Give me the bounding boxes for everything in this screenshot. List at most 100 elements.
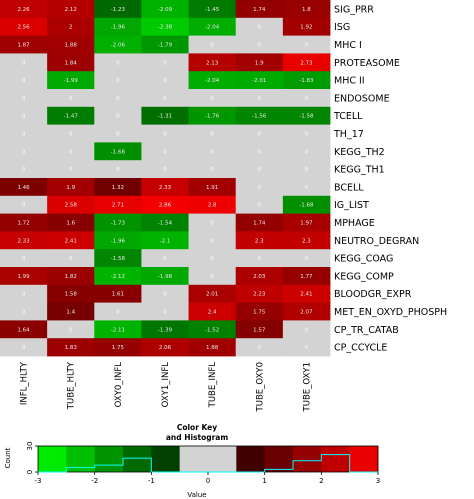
cell-value-label: 1.74 — [253, 7, 266, 13]
cell-value-label: -2.04 — [205, 25, 220, 31]
heatmap-cell — [141, 160, 189, 179]
color-key-tick-label: 2 — [319, 477, 323, 485]
color-key-ytick-label: 30 — [26, 442, 34, 451]
column-label: TUBE_HLTY — [67, 361, 77, 410]
heatmap-cell — [141, 35, 189, 54]
color-key-swatch — [38, 446, 67, 472]
cell-value-label: 1.46 — [17, 185, 30, 191]
heatmap-cell — [47, 178, 95, 197]
cell-value-label: 0 — [305, 96, 309, 102]
cell-value-label: 1.57 — [253, 327, 266, 333]
cell-value-label: 0 — [305, 327, 309, 333]
heatmap-cell — [47, 338, 95, 357]
cell-value-label: 0 — [116, 114, 120, 120]
heatmap-cell — [47, 320, 95, 339]
heatmap-cell — [282, 302, 331, 321]
cell-value-label: -1.68 — [111, 149, 126, 155]
cell-value-label: 2.41 — [300, 292, 312, 298]
cell-value-label: 1.9 — [255, 60, 264, 66]
heatmap-cell — [235, 338, 284, 357]
heatmap-cell — [0, 320, 48, 339]
cell-value-label: 0 — [210, 238, 214, 244]
cell-value-label: 1.92 — [300, 25, 312, 31]
cell-value-label: 0 — [305, 149, 309, 155]
heatmap-cell — [94, 320, 142, 339]
cell-value-label: 0 — [116, 132, 120, 138]
heatmap-cell — [188, 0, 237, 19]
row-label: MPHAGE — [334, 218, 375, 229]
color-key-tick-label: -1 — [148, 477, 155, 485]
cell-value-label: -1.96 — [111, 238, 126, 244]
heatmap-cell — [235, 89, 284, 108]
heatmap-cell — [282, 0, 331, 19]
heatmap-cell — [47, 302, 95, 321]
cell-value-label: 2.3 — [255, 238, 264, 244]
cell-value-label: 0 — [69, 167, 73, 173]
cell-value-label: 0 — [163, 60, 167, 66]
heatmap-cell — [0, 338, 48, 357]
heatmap-cell — [0, 35, 48, 54]
heatmap-cell — [282, 284, 331, 303]
cell-value-label: 0 — [69, 256, 73, 262]
heatmap-cell — [235, 142, 284, 161]
cell-value-label: -1.58 — [299, 114, 314, 120]
cell-value-label: 0 — [210, 132, 214, 138]
cell-value-label: 2.58 — [65, 203, 78, 209]
heatmap-cell — [282, 249, 331, 268]
cell-value-label: -1.76 — [205, 114, 220, 120]
cell-value-label: 0 — [163, 292, 167, 298]
cell-value-label: 1.84 — [65, 60, 78, 66]
heatmap-cell — [47, 249, 95, 268]
row-label: KEGG_TH2 — [334, 147, 385, 158]
cell-value-label: 0 — [258, 132, 262, 138]
heatmap-cell — [141, 178, 189, 197]
heatmap-cell — [94, 89, 142, 108]
heatmap-cell — [282, 89, 331, 108]
cell-value-label: 2.33 — [17, 238, 30, 244]
cell-value-label: 0 — [22, 203, 26, 209]
row-label: PROTEASOME — [334, 58, 400, 69]
heatmap-cell — [188, 302, 237, 321]
heatmap-cell — [94, 17, 142, 36]
row-label: KEGG_COMP — [334, 271, 394, 282]
color-key-subtitle: and Histogram — [166, 433, 229, 442]
cell-value-label: 2.07 — [300, 310, 313, 316]
heatmap-cell — [141, 124, 189, 143]
heatmap-cell — [47, 106, 95, 125]
heatmap-cell — [235, 284, 284, 303]
cell-value-label: 0 — [22, 345, 26, 351]
cell-value-label: -1.58 — [111, 256, 126, 262]
heatmap-cell — [282, 71, 331, 90]
cell-value-label: 0 — [163, 256, 167, 262]
heatmap-cell — [94, 267, 142, 286]
cell-value-label: 0 — [210, 149, 214, 155]
cell-value-label: 0 — [116, 60, 120, 66]
cell-value-label: 0 — [22, 292, 26, 298]
heatmap-cell — [141, 71, 189, 90]
heatmap-cell — [282, 142, 331, 161]
cell-value-label: 1.75 — [112, 345, 125, 351]
cell-value-label: 1.74 — [253, 221, 266, 227]
heatmap-cell — [141, 249, 189, 268]
color-key-swatch — [293, 446, 322, 472]
cell-value-label: 0 — [22, 114, 26, 120]
heatmap-cell — [282, 338, 331, 357]
cell-value-label: -1.98 — [158, 274, 173, 280]
heatmap-cell — [0, 302, 48, 321]
cell-value-label: 1.32 — [112, 185, 124, 191]
cell-value-label: 2.71 — [112, 203, 124, 209]
cell-value-label: 1.75 — [253, 310, 266, 316]
cell-value-label: 0 — [163, 96, 167, 102]
cell-value-label: 2.12 — [65, 7, 77, 13]
heatmap-cell — [282, 178, 331, 197]
cell-value-label: -1.99 — [64, 78, 79, 84]
heatmap-cell — [188, 53, 237, 72]
heatmap-cell — [94, 35, 142, 54]
heatmap-cell — [141, 106, 189, 125]
cell-value-label: 1.77 — [300, 274, 313, 280]
heatmap-cell — [141, 53, 189, 72]
cell-value-label: 0 — [22, 60, 26, 66]
cell-value-label: 2.3 — [302, 238, 311, 244]
heatmap-cell — [47, 0, 95, 19]
